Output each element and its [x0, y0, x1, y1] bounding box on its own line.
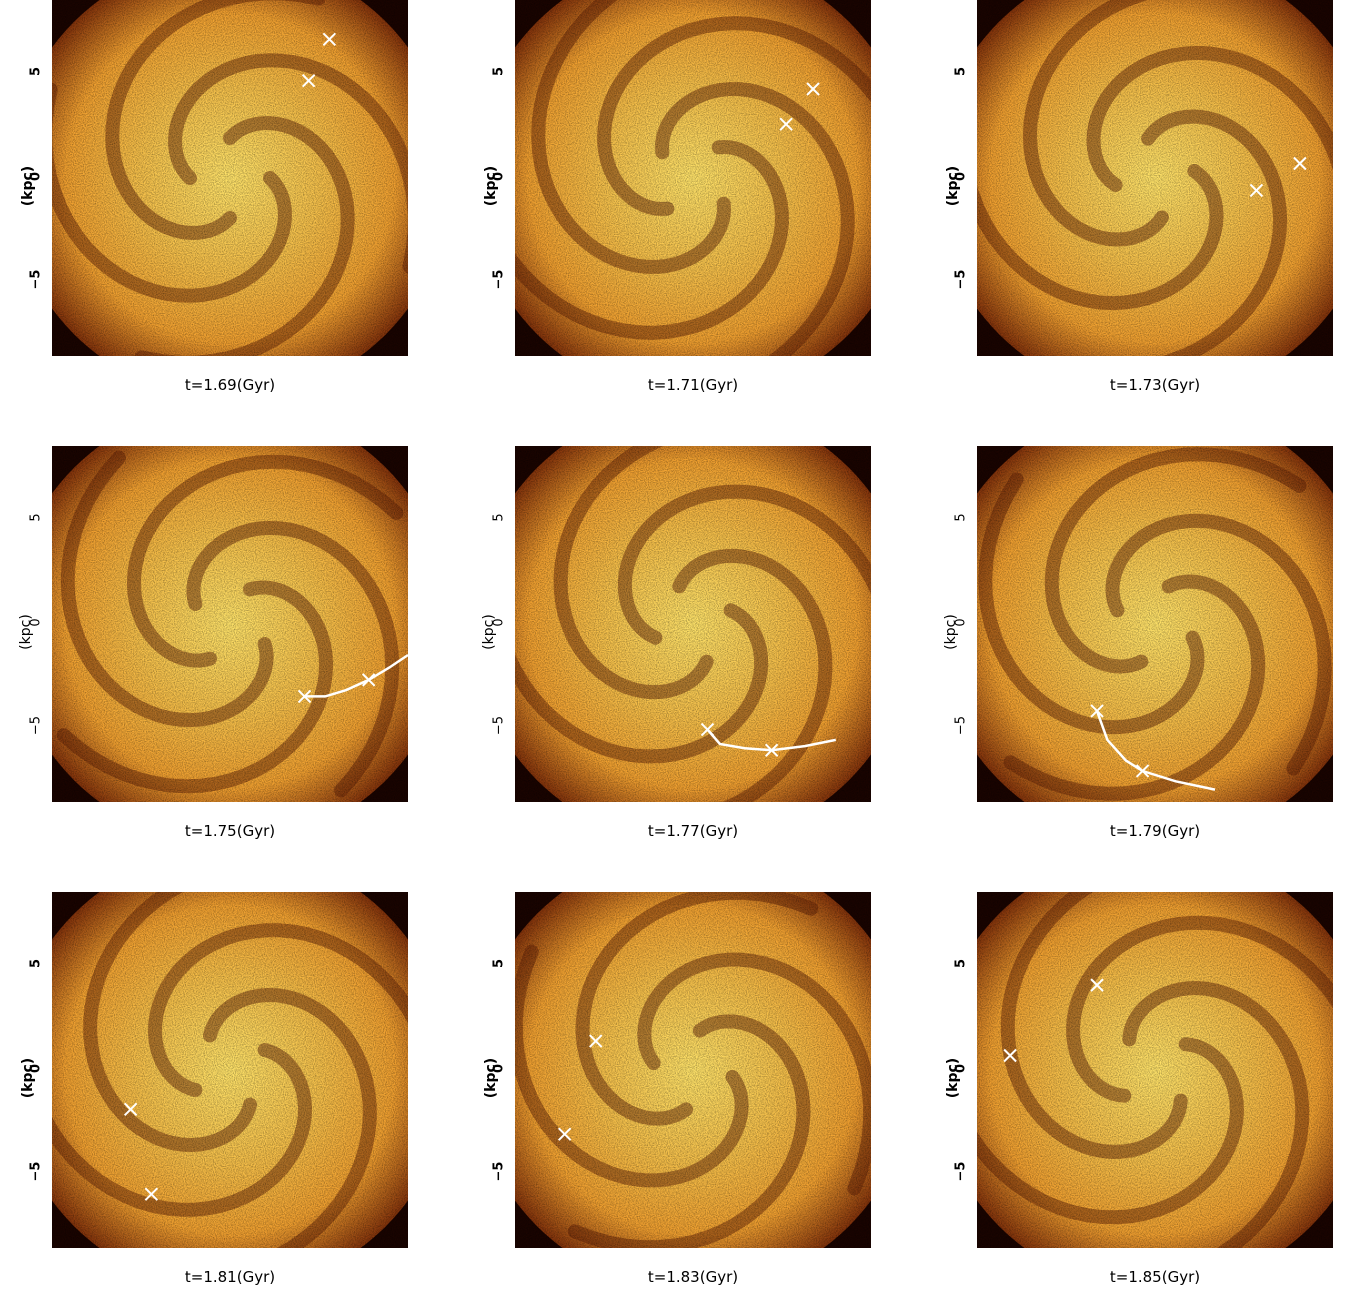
galaxy-image — [52, 892, 408, 1248]
x-marker-2 — [1249, 183, 1264, 198]
galaxy-disk — [52, 446, 408, 802]
panel-6: (kpc) 5 0 −5 t=1.79(Gyr) — [925, 446, 1345, 866]
x-marker-2 — [779, 117, 793, 131]
galaxy-image — [977, 0, 1333, 356]
panel-1: (kpc) 5 0 −5 t=1.69(Gyr) — [0, 0, 420, 420]
trajectory-line — [304, 653, 409, 698]
trajectory-line — [1095, 710, 1216, 791]
panel-5: (kpc) 5 0 −5 t=1.77(Gyr) — [463, 446, 883, 866]
galaxy-disk — [52, 0, 408, 356]
x-marker-2 — [1003, 1048, 1017, 1063]
time-caption: t=1.79(Gyr) — [1109, 822, 1201, 840]
galaxy-image — [977, 892, 1333, 1248]
trajectory-line — [706, 728, 837, 752]
galaxy-image — [977, 446, 1333, 802]
galaxy-disk — [977, 446, 1333, 802]
time-caption: t=1.73(Gyr) — [1109, 376, 1201, 394]
x-marker-1 — [806, 82, 820, 96]
panel-2: (kpc) 5 0 −5 t=1.71(Gyr) — [463, 0, 883, 420]
galaxy-disk — [977, 892, 1333, 1248]
galaxy-disk — [52, 892, 408, 1248]
x-marker-2 — [144, 1187, 159, 1201]
x-marker-2 — [764, 743, 779, 757]
x-marker-2 — [301, 74, 316, 88]
x-marker-1 — [1090, 704, 1104, 718]
time-caption: t=1.81(Gyr) — [184, 1268, 276, 1286]
galaxy-image — [515, 892, 871, 1248]
x-marker-1 — [322, 32, 337, 47]
x-marker-2 — [1135, 764, 1150, 778]
x-marker-1 — [1090, 978, 1104, 992]
galaxy-image — [515, 0, 871, 356]
galaxy-image — [52, 0, 408, 356]
time-caption: t=1.75(Gyr) — [184, 822, 276, 840]
panel-9: (kpc) 5 0 −5 t=1.85(Gyr) — [925, 892, 1345, 1312]
time-caption: t=1.71(Gyr) — [647, 376, 739, 394]
x-marker-1 — [589, 1034, 603, 1048]
time-caption: t=1.85(Gyr) — [1109, 1268, 1201, 1286]
x-marker-1 — [1293, 156, 1307, 171]
x-marker-1 — [123, 1102, 138, 1117]
galaxy-image — [52, 446, 409, 802]
x-marker-1 — [361, 673, 376, 687]
x-marker-1 — [700, 722, 715, 737]
panel-8: (kpc) 5 0 −5 t=1.83(Gyr) — [463, 892, 883, 1312]
galaxy-disk — [515, 0, 871, 356]
panel-3: (kpc) 5 0 −5 t=1.73(Gyr) — [925, 0, 1345, 420]
time-caption: t=1.77(Gyr) — [647, 822, 739, 840]
galaxy-disk — [515, 446, 871, 802]
time-caption: t=1.83(Gyr) — [647, 1268, 739, 1286]
galaxy-image — [515, 446, 871, 802]
x-marker-2 — [557, 1127, 572, 1141]
panel-7: (kpc) 5 0 −5 t=1.81(Gyr) — [0, 892, 420, 1312]
x-marker-2 — [297, 689, 312, 704]
panel-4: (kpc) 5 0 −5 t=1.75(Gyr) — [0, 446, 420, 866]
galaxy-disk — [977, 0, 1333, 356]
galaxy-disk — [515, 892, 871, 1248]
time-caption: t=1.69(Gyr) — [184, 376, 276, 394]
